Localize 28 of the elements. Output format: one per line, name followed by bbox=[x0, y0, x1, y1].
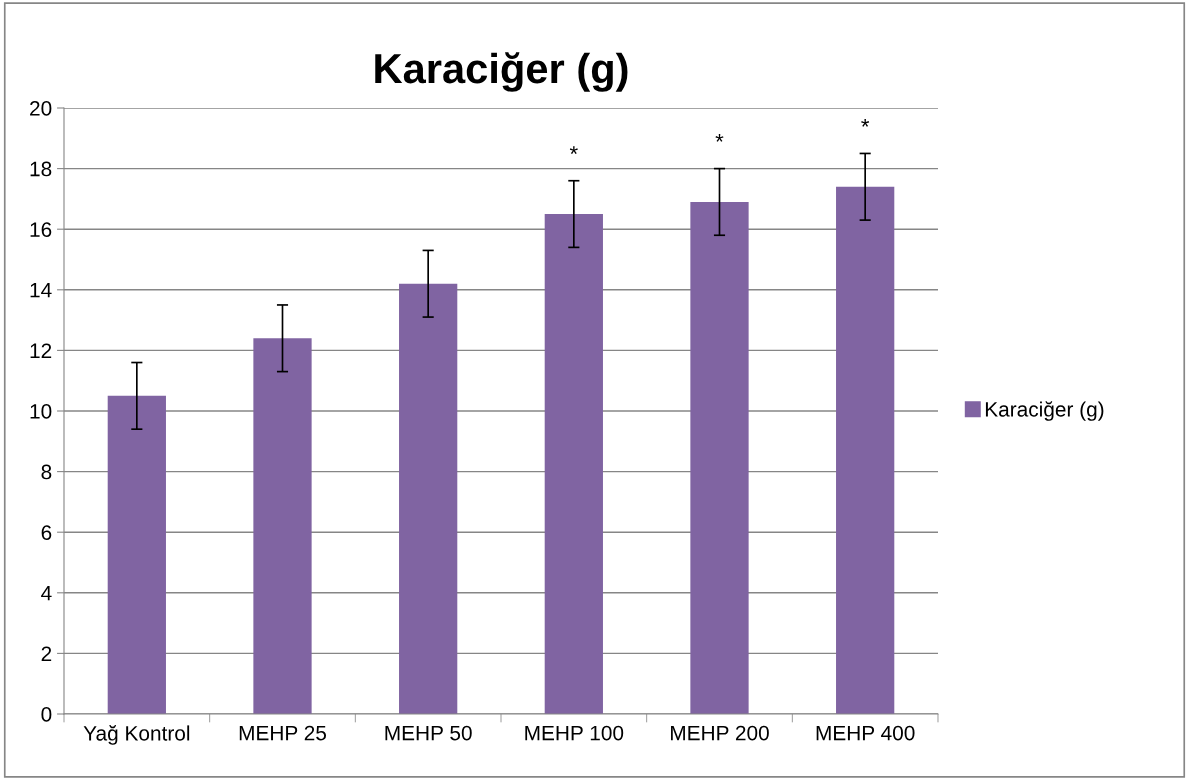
bar bbox=[836, 186, 895, 714]
y-tick-label: 14 bbox=[30, 283, 52, 298]
x-tick-label: MEHP 100 bbox=[525, 725, 624, 741]
annotation: * bbox=[569, 146, 578, 154]
bar bbox=[690, 201, 749, 714]
y-tick-label: 20 bbox=[30, 101, 52, 116]
y-tick-label: 8 bbox=[41, 464, 52, 480]
bar bbox=[399, 283, 458, 714]
y-tick-label: 4 bbox=[41, 586, 52, 601]
y-tick-label: 12 bbox=[30, 343, 52, 358]
x-tick-label: MEHP 400 bbox=[816, 725, 915, 741]
x-tick-label: Yağ Kontrol bbox=[83, 725, 190, 745]
x-tick-label: MEHP 25 bbox=[239, 725, 327, 741]
y-tick-label: 18 bbox=[30, 161, 52, 177]
legend-label: Karaciğer (g) bbox=[985, 401, 1104, 421]
y-tick-label: 16 bbox=[30, 222, 52, 237]
y-tick-label: 0 bbox=[41, 707, 52, 722]
x-tick-label: MEHP 50 bbox=[385, 725, 472, 741]
x-tick-label: MEHP 200 bbox=[671, 725, 769, 741]
y-tick-label: 2 bbox=[41, 646, 52, 661]
bar bbox=[253, 338, 312, 714]
annotation: * bbox=[715, 134, 724, 142]
y-tick-label: 6 bbox=[41, 525, 52, 540]
bar bbox=[544, 214, 603, 714]
annotation: * bbox=[861, 118, 870, 127]
y-tick-label: 10 bbox=[30, 404, 52, 419]
chart-title: Karaciğer (g) bbox=[375, 52, 628, 92]
bar bbox=[107, 395, 166, 714]
